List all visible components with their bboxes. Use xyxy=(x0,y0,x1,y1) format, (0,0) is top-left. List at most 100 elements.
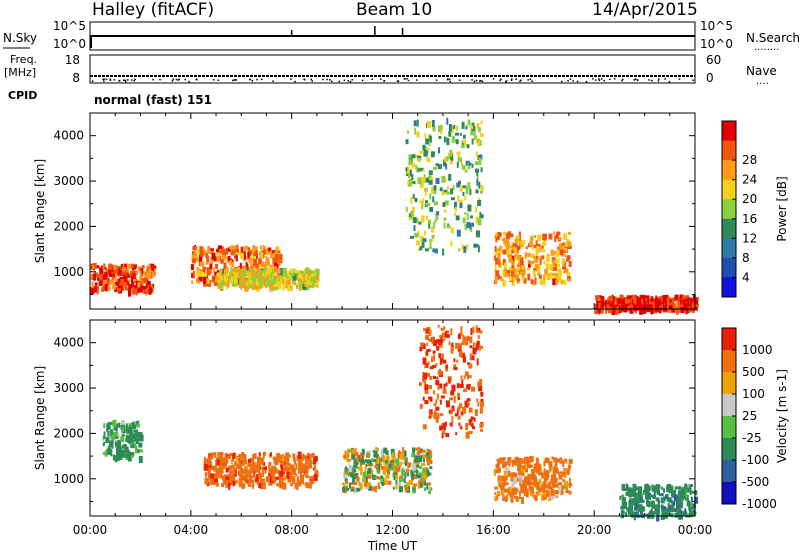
echo-cell xyxy=(423,372,428,380)
echo-cell xyxy=(455,215,460,221)
echo-cell xyxy=(354,469,357,473)
echo-cell xyxy=(225,476,230,481)
echo-cell xyxy=(221,248,226,255)
echo-cell xyxy=(426,349,429,356)
echo-cell xyxy=(353,461,357,469)
echo-cell xyxy=(231,259,234,265)
echo-cell xyxy=(549,466,552,471)
echo-cell xyxy=(532,482,536,485)
echo-cell xyxy=(629,307,634,314)
echo-cell xyxy=(520,484,525,490)
echo-cell xyxy=(415,470,419,473)
echo-cell xyxy=(111,267,114,272)
echo-cell xyxy=(310,480,315,484)
nave-dot xyxy=(233,79,236,81)
echo-cell xyxy=(436,345,440,351)
echo-cell xyxy=(619,294,624,300)
echo-cell xyxy=(238,483,242,488)
echo-cell xyxy=(298,455,302,459)
power-panel-frame xyxy=(89,112,696,310)
echo-cell xyxy=(276,268,281,274)
echo-cell xyxy=(557,472,560,475)
echo-cell xyxy=(247,463,250,467)
echo-cell xyxy=(662,514,665,520)
echo-cell xyxy=(126,280,130,286)
echo-cell xyxy=(658,490,660,494)
echo-cell xyxy=(268,465,271,469)
echo-cell xyxy=(404,487,409,492)
echo-cell xyxy=(442,430,446,434)
echo-cell xyxy=(151,263,154,267)
echo-cell xyxy=(512,279,515,286)
echo-cell xyxy=(192,246,197,251)
echo-cell xyxy=(234,268,239,273)
echo-cell xyxy=(439,425,443,431)
echo-cell xyxy=(550,474,554,481)
echo-cell xyxy=(228,479,233,483)
echo-cell xyxy=(672,304,677,310)
echo-cell xyxy=(385,474,390,479)
echo-cell xyxy=(307,483,311,489)
echo-cell xyxy=(361,448,365,455)
echo-cell xyxy=(527,267,530,271)
echo-cell xyxy=(389,463,394,471)
nave-dot xyxy=(621,79,623,82)
echo-cell xyxy=(394,468,399,473)
echo-cell xyxy=(470,125,473,130)
echo-cell xyxy=(555,251,560,258)
echo-cell xyxy=(247,267,250,271)
echo-cell xyxy=(561,487,564,493)
echo-cell xyxy=(399,475,403,479)
echo-cell xyxy=(520,257,524,265)
echo-cell xyxy=(620,299,624,304)
echo-cell xyxy=(436,211,440,216)
cpid-value: normal (fast) 151 xyxy=(94,93,212,107)
echo-cell xyxy=(410,210,414,218)
echo-cell xyxy=(658,500,660,504)
echo-cell xyxy=(413,225,416,232)
echo-cell xyxy=(455,139,459,145)
echo-cell xyxy=(636,505,639,511)
echo-cell xyxy=(439,357,442,365)
echo-cell xyxy=(352,451,357,457)
echo-cell xyxy=(684,483,688,489)
echo-cell xyxy=(433,412,438,420)
echo-cell xyxy=(276,452,281,460)
echo-cell xyxy=(226,281,230,288)
echo-cell xyxy=(104,450,108,457)
echo-cell xyxy=(451,342,454,350)
echo-cell xyxy=(636,504,639,508)
echo-cell xyxy=(412,447,416,455)
echo-cell xyxy=(568,261,572,267)
nave-dot xyxy=(383,80,386,82)
echo-cell xyxy=(278,283,282,290)
echo-cell xyxy=(360,458,365,464)
echo-cell xyxy=(628,491,632,498)
echo-cell xyxy=(262,471,265,477)
echo-cell xyxy=(312,467,315,471)
nave-dot xyxy=(569,78,572,80)
echo-cell xyxy=(533,245,537,249)
echo-cell xyxy=(467,204,472,212)
echo-cell xyxy=(650,296,654,303)
velocity-colorbar-tick-label: -100 xyxy=(742,453,769,467)
time-tick-label: 08:00 xyxy=(274,523,309,537)
echo-cell xyxy=(409,235,414,239)
echo-cell xyxy=(562,479,566,483)
echo-cell xyxy=(432,196,435,203)
echo-cell xyxy=(258,270,262,274)
echo-cell xyxy=(209,248,214,252)
echo-cell xyxy=(229,270,233,275)
echo-cell xyxy=(559,457,563,461)
echo-cell xyxy=(420,167,424,171)
echo-cell xyxy=(461,162,464,166)
echo-cell xyxy=(137,449,140,454)
echo-cell xyxy=(258,452,261,457)
echo-cell xyxy=(480,120,483,125)
echo-cell xyxy=(658,299,661,306)
echo-cell xyxy=(435,178,440,184)
echo-cell xyxy=(436,376,439,380)
echo-cell xyxy=(599,296,604,301)
echo-cell xyxy=(461,121,465,129)
echo-cell xyxy=(501,475,504,482)
